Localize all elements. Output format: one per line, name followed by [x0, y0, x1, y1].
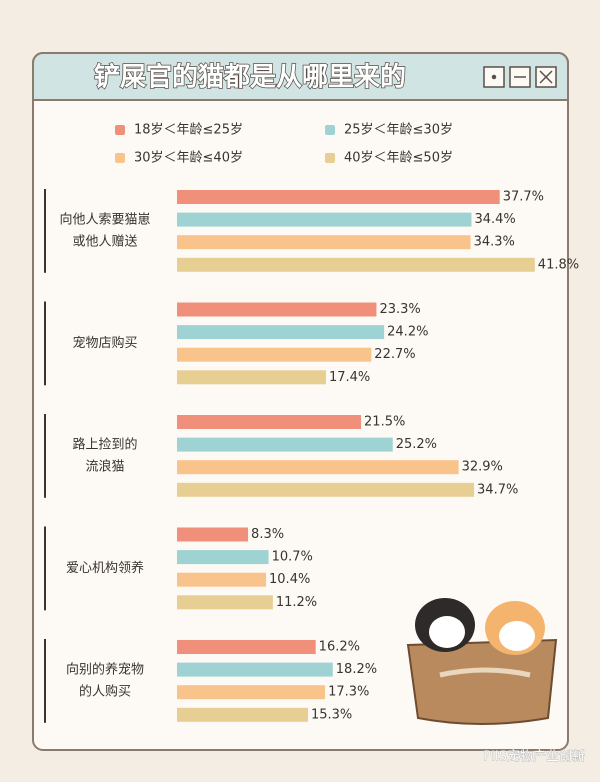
bar: [177, 325, 385, 340]
bar: [177, 460, 459, 475]
category-label: 或他人赠送: [72, 234, 137, 249]
value-label: 21.5%: [364, 415, 405, 430]
value-label: 34.7%: [477, 482, 518, 497]
basket-illustration: [406, 598, 558, 725]
bar: [177, 685, 326, 700]
title-bar: [32, 52, 569, 101]
legend-label: 40岁＜年龄≤50岁: [344, 151, 453, 166]
category-label: 向他人索要猫崽: [59, 211, 150, 227]
category-label: 宠物店购买: [72, 335, 137, 351]
legend-label: 25岁＜年龄≤30岁: [344, 123, 453, 138]
value-label: 34.4%: [474, 212, 515, 227]
bar: [177, 640, 316, 654]
legend-swatch: [115, 125, 125, 135]
value-label: 10.4%: [269, 572, 310, 587]
bar: [177, 550, 269, 565]
bar: [177, 257, 535, 272]
category-label: 路上捡到的: [72, 436, 137, 452]
category-label: 爱心机构领养: [66, 560, 144, 576]
bar: [177, 437, 393, 452]
legend-label: 30岁＜年龄≤40岁: [134, 151, 243, 166]
chart-title: 铲屎官的猫都是从哪里来的: [94, 62, 406, 93]
bar: [177, 572, 267, 587]
value-label: 25.2%: [396, 437, 437, 452]
value-label: 23.3%: [379, 302, 420, 317]
value-label: 17.3%: [328, 685, 369, 700]
value-label: 15.3%: [311, 707, 352, 722]
value-label: 24.2%: [387, 325, 428, 340]
value-label: 18.2%: [336, 662, 377, 677]
value-label: 11.2%: [276, 595, 317, 610]
bar: [177, 527, 249, 542]
bar: [177, 595, 273, 610]
value-label: 16.2%: [319, 640, 360, 655]
value-label: 34.3%: [474, 235, 515, 250]
legend-swatch: [325, 125, 335, 135]
category-label: 向别的养宠物: [66, 661, 144, 677]
value-label: 8.3%: [251, 527, 284, 542]
legend-swatch: [115, 153, 125, 163]
value-label: 17.4%: [329, 370, 370, 385]
legend-label: 18岁＜年龄≤25岁: [134, 123, 243, 138]
bar: [177, 212, 472, 227]
value-label: 37.7%: [503, 190, 544, 205]
watermark: PIIS宠物产业创新: [483, 749, 585, 765]
bar: [177, 302, 377, 317]
legend-swatch: [325, 153, 335, 163]
window-buttons: [483, 66, 557, 88]
bar: [177, 415, 362, 429]
bar: [177, 482, 475, 497]
bar: [177, 662, 333, 677]
bar: [177, 347, 372, 362]
value-label: 41.8%: [538, 257, 579, 272]
bar: [177, 370, 326, 385]
value-label: 10.7%: [272, 550, 313, 565]
bar: [177, 707, 308, 722]
category-label: 的人购买: [79, 683, 131, 699]
bar: [177, 190, 500, 204]
value-label: 32.9%: [462, 460, 503, 475]
category-label: 流浪猫: [85, 459, 124, 474]
bar: [177, 235, 471, 250]
value-label: 22.7%: [374, 347, 415, 362]
